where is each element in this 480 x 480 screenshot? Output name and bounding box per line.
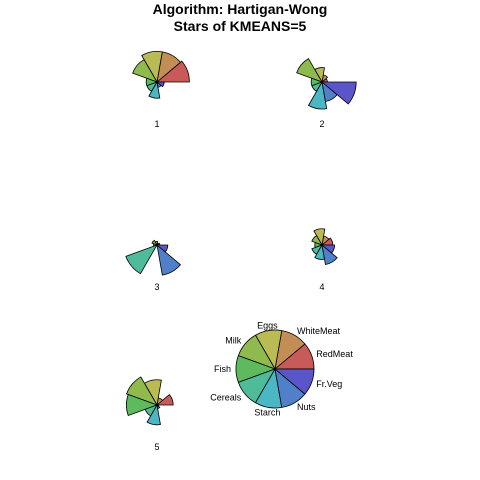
key-variable-label: Fish: [214, 364, 231, 374]
segment-eggs: [313, 228, 326, 247]
cluster-star-4: 4: [311, 228, 338, 292]
key-variable-label: Milk: [225, 336, 241, 346]
key-variable-label: Nuts: [297, 402, 316, 412]
segment-milk: [132, 59, 158, 83]
cluster-star-3: 3: [125, 239, 182, 292]
segment-redmeat: [155, 60, 190, 83]
segment-starch: [148, 80, 161, 99]
cluster-label: 2: [319, 119, 324, 129]
chart-title-line2: Stars of KMEANS=5: [174, 18, 307, 34]
segment-fish: [126, 394, 159, 416]
cluster-star-5: 5: [126, 376, 174, 452]
segment-milk: [126, 376, 158, 406]
key-variable-label: Cereals: [210, 392, 242, 402]
cluster-stars: 1 2 3 4 5: [125, 51, 357, 452]
segment-fr-veg: [320, 244, 336, 254]
cluster-label: 4: [319, 282, 324, 292]
key-star: RedMeat WhiteMeat Eggs Milk Fish Cereals Starc…: [210, 321, 353, 418]
segment-eggs: [141, 51, 163, 84]
segment-fr-veg: [155, 244, 169, 253]
segment-nuts: [321, 243, 338, 265]
segment-starch: [307, 80, 328, 110]
key-variable-label: Starch: [254, 407, 280, 417]
segment-milk: [311, 235, 323, 246]
key-variable-label: Fr.Veg: [316, 379, 342, 389]
segment-fr-veg: [155, 404, 160, 407]
cluster-label: 3: [154, 282, 159, 292]
segment-fr-veg: [155, 81, 165, 88]
segment-fr-veg: [320, 81, 357, 105]
cluster-star-2: 2: [296, 58, 357, 129]
segment-milk: [151, 239, 158, 246]
segment-redmeat: [155, 394, 174, 406]
key-variable-label: WhiteMeat: [297, 326, 341, 336]
cluster-label: 5: [154, 442, 159, 452]
key-variable-label: Eggs: [257, 321, 278, 331]
chart-title-line1: Algorithm: Hartigan-Wong: [153, 1, 328, 17]
segment-cereals: [125, 244, 158, 275]
cluster-star-1: 1: [132, 51, 190, 129]
segment-starch: [146, 403, 161, 426]
cluster-label: 1: [154, 119, 159, 129]
key-variable-label: RedMeat: [316, 349, 353, 359]
segment-milk: [296, 58, 323, 83]
key-segment-fr-veg: [273, 368, 315, 395]
segment-nuts: [156, 243, 182, 276]
